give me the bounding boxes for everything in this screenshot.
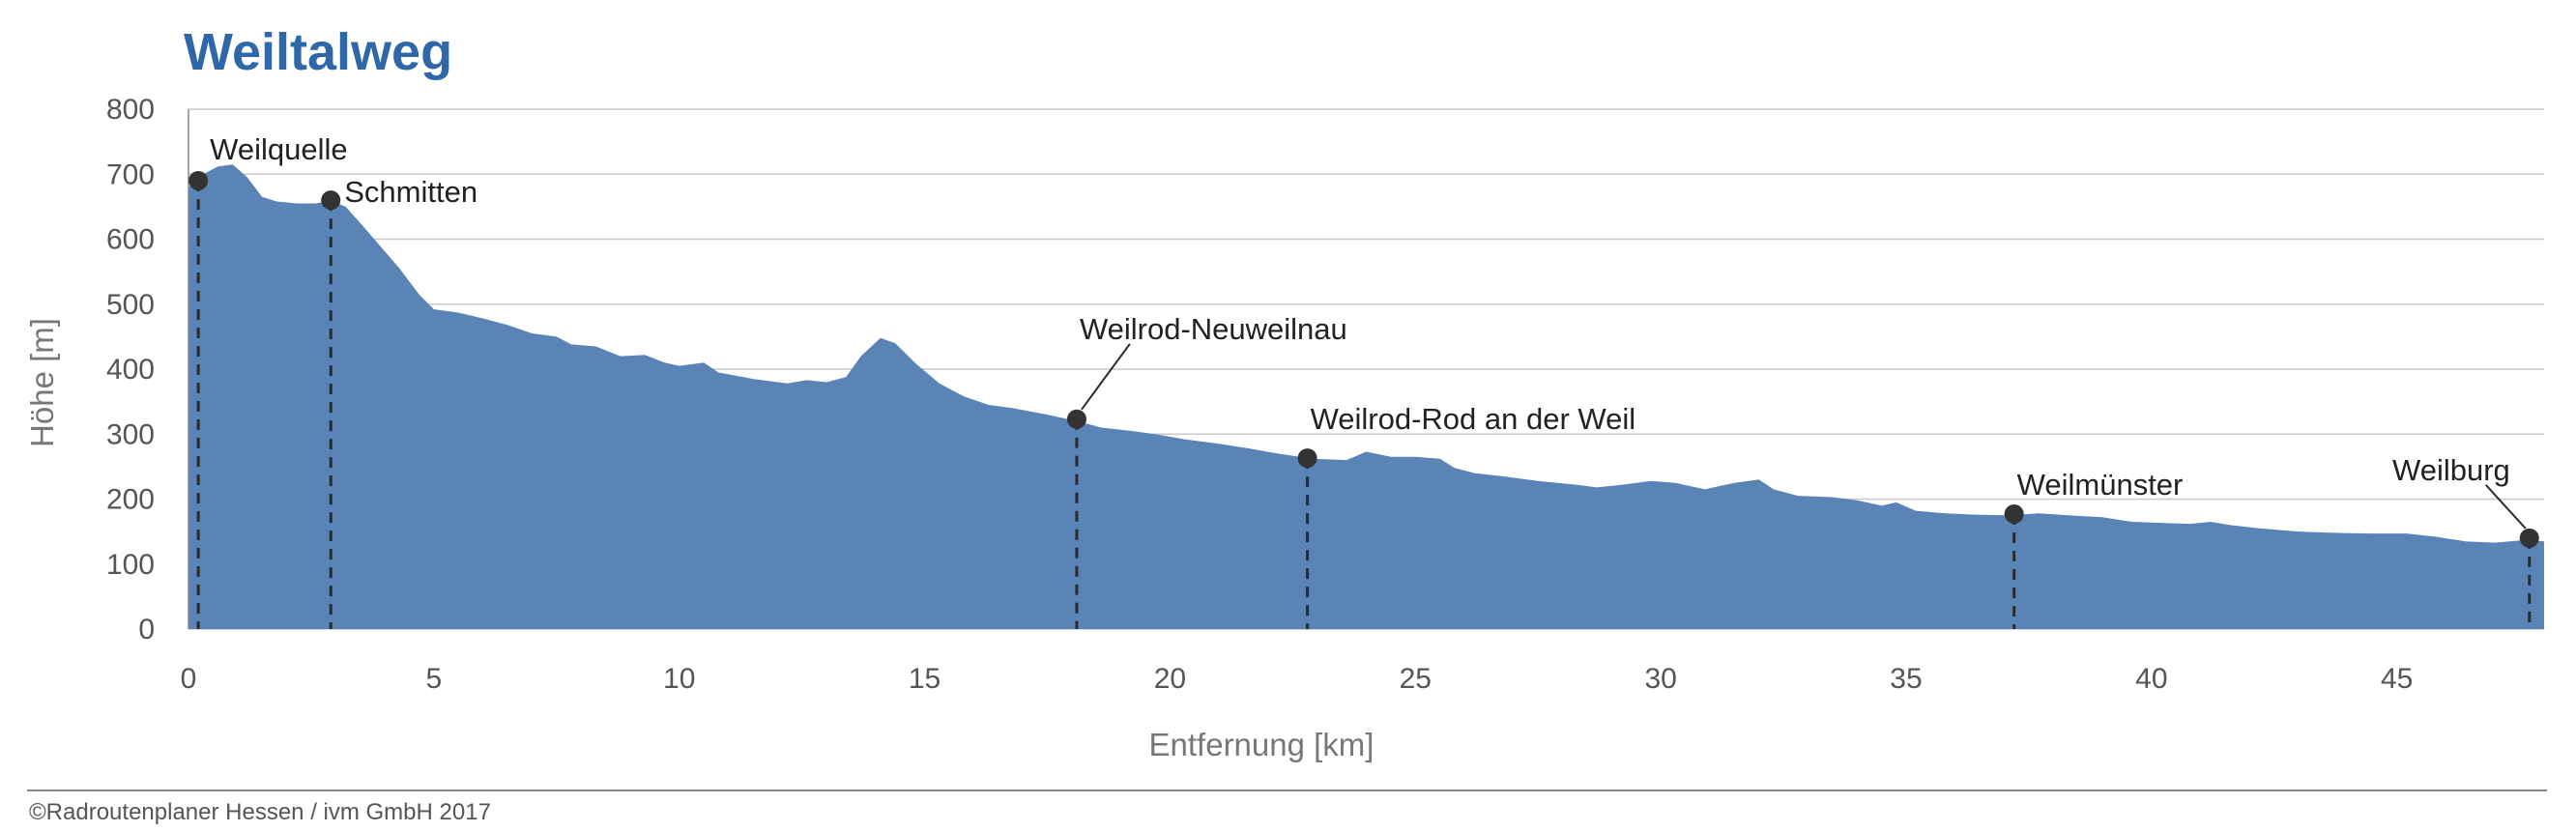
chart-title: Weiltalweg: [184, 23, 452, 81]
y-tick-label: 100: [106, 549, 155, 581]
waypoint-label: Weilmünster: [2017, 468, 2184, 502]
waypoint-marker: [2519, 528, 2539, 548]
waypoint-marker: [2004, 503, 2024, 524]
waypoint-label: Schmitten: [344, 175, 478, 209]
x-tick-label: 45: [2381, 663, 2413, 695]
y-tick-label: 300: [106, 418, 155, 450]
x-tick-label: 35: [1890, 663, 1922, 695]
waypoints: Weilquelle Schmitten Weilrod-Neuweilnau Wei…: [188, 132, 2539, 629]
y-axis-label: Höhe [m]: [24, 318, 60, 447]
x-tick-label: 10: [663, 663, 695, 695]
y-tick-label: 700: [106, 158, 155, 190]
waypoint-label: Weilrod-Rod an der Weil: [1311, 402, 1636, 436]
waypoint-label: Weilrod-Neuweilnau: [1080, 312, 1347, 346]
x-tick-label: 20: [1154, 663, 1186, 695]
y-tick-labels: 0 100 200 300 400 500 600 700 800: [106, 94, 155, 646]
waypoint-leader: [1081, 343, 1131, 411]
y-tick-label: 600: [106, 224, 155, 256]
x-tick-labels: 0 5 10 15 20 25 30 35 40 45: [181, 663, 2414, 695]
elevation-area: [188, 164, 2544, 629]
y-tick-label: 0: [138, 614, 155, 646]
waypoint-label: Weilburg: [2392, 453, 2510, 487]
x-axis-label: Entfernung [km]: [1149, 727, 1375, 762]
x-tick-label: 25: [1400, 663, 1432, 695]
x-tick-label: 5: [426, 663, 443, 695]
waypoint-marker: [1297, 448, 1317, 469]
y-tick-label: 200: [106, 484, 155, 516]
waypoint-marker: [321, 190, 341, 211]
x-tick-label: 30: [1644, 663, 1676, 695]
y-tick-label: 800: [106, 94, 155, 126]
credit-text: ©Radroutenplaner Hessen / ivm GmbH 2017: [29, 799, 491, 825]
waypoint-marker: [1066, 409, 1086, 429]
x-tick-label: 0: [181, 663, 197, 695]
y-tick-label: 500: [106, 289, 155, 321]
waypoint-marker: [188, 170, 209, 190]
y-tick-label: 400: [106, 354, 155, 386]
x-tick-label: 40: [2135, 663, 2167, 695]
waypoint-label: Weilquelle: [210, 132, 347, 166]
x-tick-label: 15: [909, 663, 941, 695]
waypoint-leader: [2485, 484, 2527, 530]
